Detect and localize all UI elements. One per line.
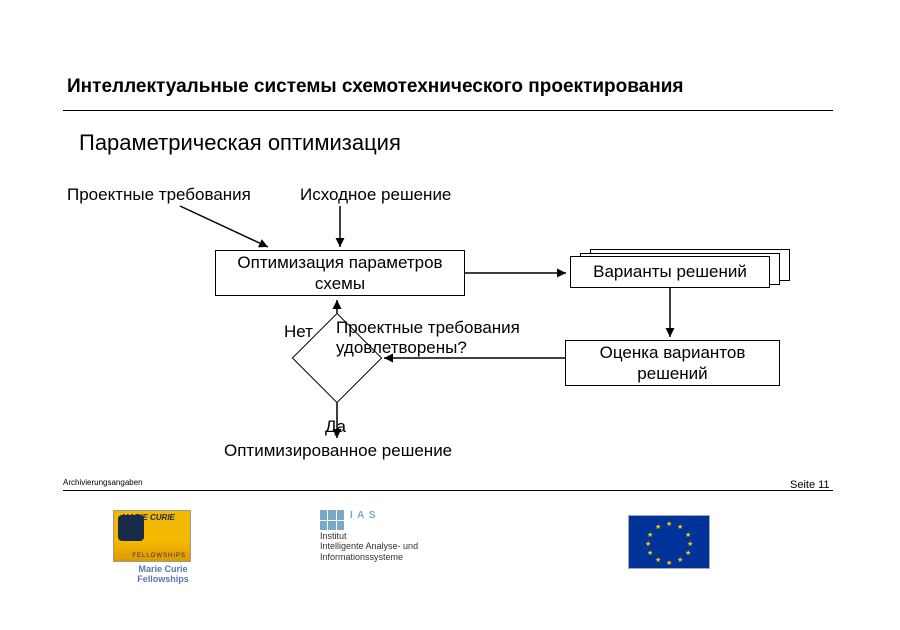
box-variants: Варианты решений bbox=[570, 256, 770, 288]
footer-archive: Archivierungsangaben bbox=[63, 478, 143, 487]
label-decision-question: Проектные требования удовлетворены? bbox=[336, 318, 536, 359]
label-design-reqs: Проектные требования bbox=[67, 185, 251, 205]
divider-bottom bbox=[63, 490, 833, 491]
label-initial-solution: Исходное решение bbox=[300, 185, 451, 205]
label-yes: Да bbox=[325, 417, 346, 437]
logo-ias: I A S Institut Intelligente Analyse- und… bbox=[320, 510, 500, 562]
logo-eu-flag: ★ ★ ★ ★ ★ ★ ★ ★ ★ ★ ★ ★ bbox=[628, 515, 710, 569]
label-no: Нет bbox=[284, 322, 313, 342]
divider-top bbox=[63, 110, 833, 111]
box-evaluate: Оценка вариантов решений bbox=[565, 340, 780, 386]
section-title: Параметрическая оптимизация bbox=[79, 130, 401, 156]
logo-marie-curie-caption: Marie Curie Fellowships bbox=[113, 564, 213, 585]
label-optimized-solution: Оптимизированное решение bbox=[224, 441, 452, 461]
page-title: Интеллектуальные системы схемотехническо… bbox=[67, 76, 683, 98]
decision-question-text: Проектные требования удовлетворены? bbox=[336, 318, 520, 357]
box-optimize: Оптимизация параметров схемы bbox=[215, 250, 465, 296]
logo-ias-caption: Institut Intelligente Analyse- und Infor… bbox=[320, 531, 500, 562]
logo-marie-curie: MARIE CURIE FELLOWSHIPS Marie Curie Fell… bbox=[113, 510, 213, 585]
